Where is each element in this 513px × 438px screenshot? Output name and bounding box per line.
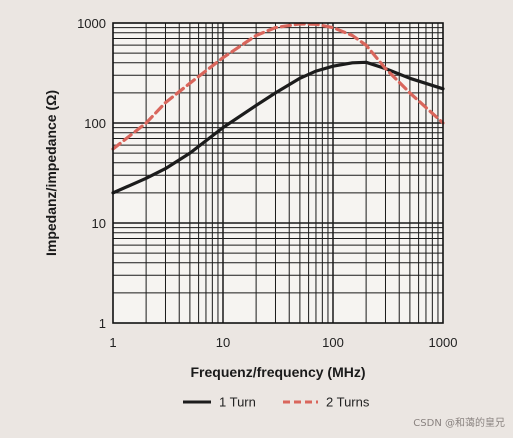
grid-lines <box>113 23 443 323</box>
y-axis-title: Impedanz/impedance (Ω) <box>43 90 59 256</box>
y-tick-label: 1000 <box>77 16 106 31</box>
x-tick-label: 1000 <box>429 335 458 350</box>
x-axis-title: Frequenz/frequency (MHz) <box>190 364 365 380</box>
watermark: CSDN @和蔼的皇兄 <box>413 416 505 429</box>
y-tick-label: 1 <box>99 316 106 331</box>
legend: 1 Turn 2 Turns <box>183 395 370 410</box>
plot-background <box>113 23 443 323</box>
series-line-1-turn <box>111 60 445 195</box>
x-tick-label: 100 <box>322 335 344 350</box>
x-tick-label: 1 <box>109 335 116 350</box>
series-line-2-turns <box>111 22 445 151</box>
y-tick-label: 100 <box>84 116 106 131</box>
x-tick-label: 10 <box>216 335 230 350</box>
y-tick-label: 10 <box>92 216 106 231</box>
tick-labels: 1 10 100 1000 1 10 100 1000 <box>77 16 457 350</box>
legend-label-1-turn: 1 Turn <box>219 395 256 410</box>
series-lines <box>111 22 445 195</box>
plot-frame <box>112 22 444 324</box>
legend-label-2-turns: 2 Turns <box>326 395 370 410</box>
